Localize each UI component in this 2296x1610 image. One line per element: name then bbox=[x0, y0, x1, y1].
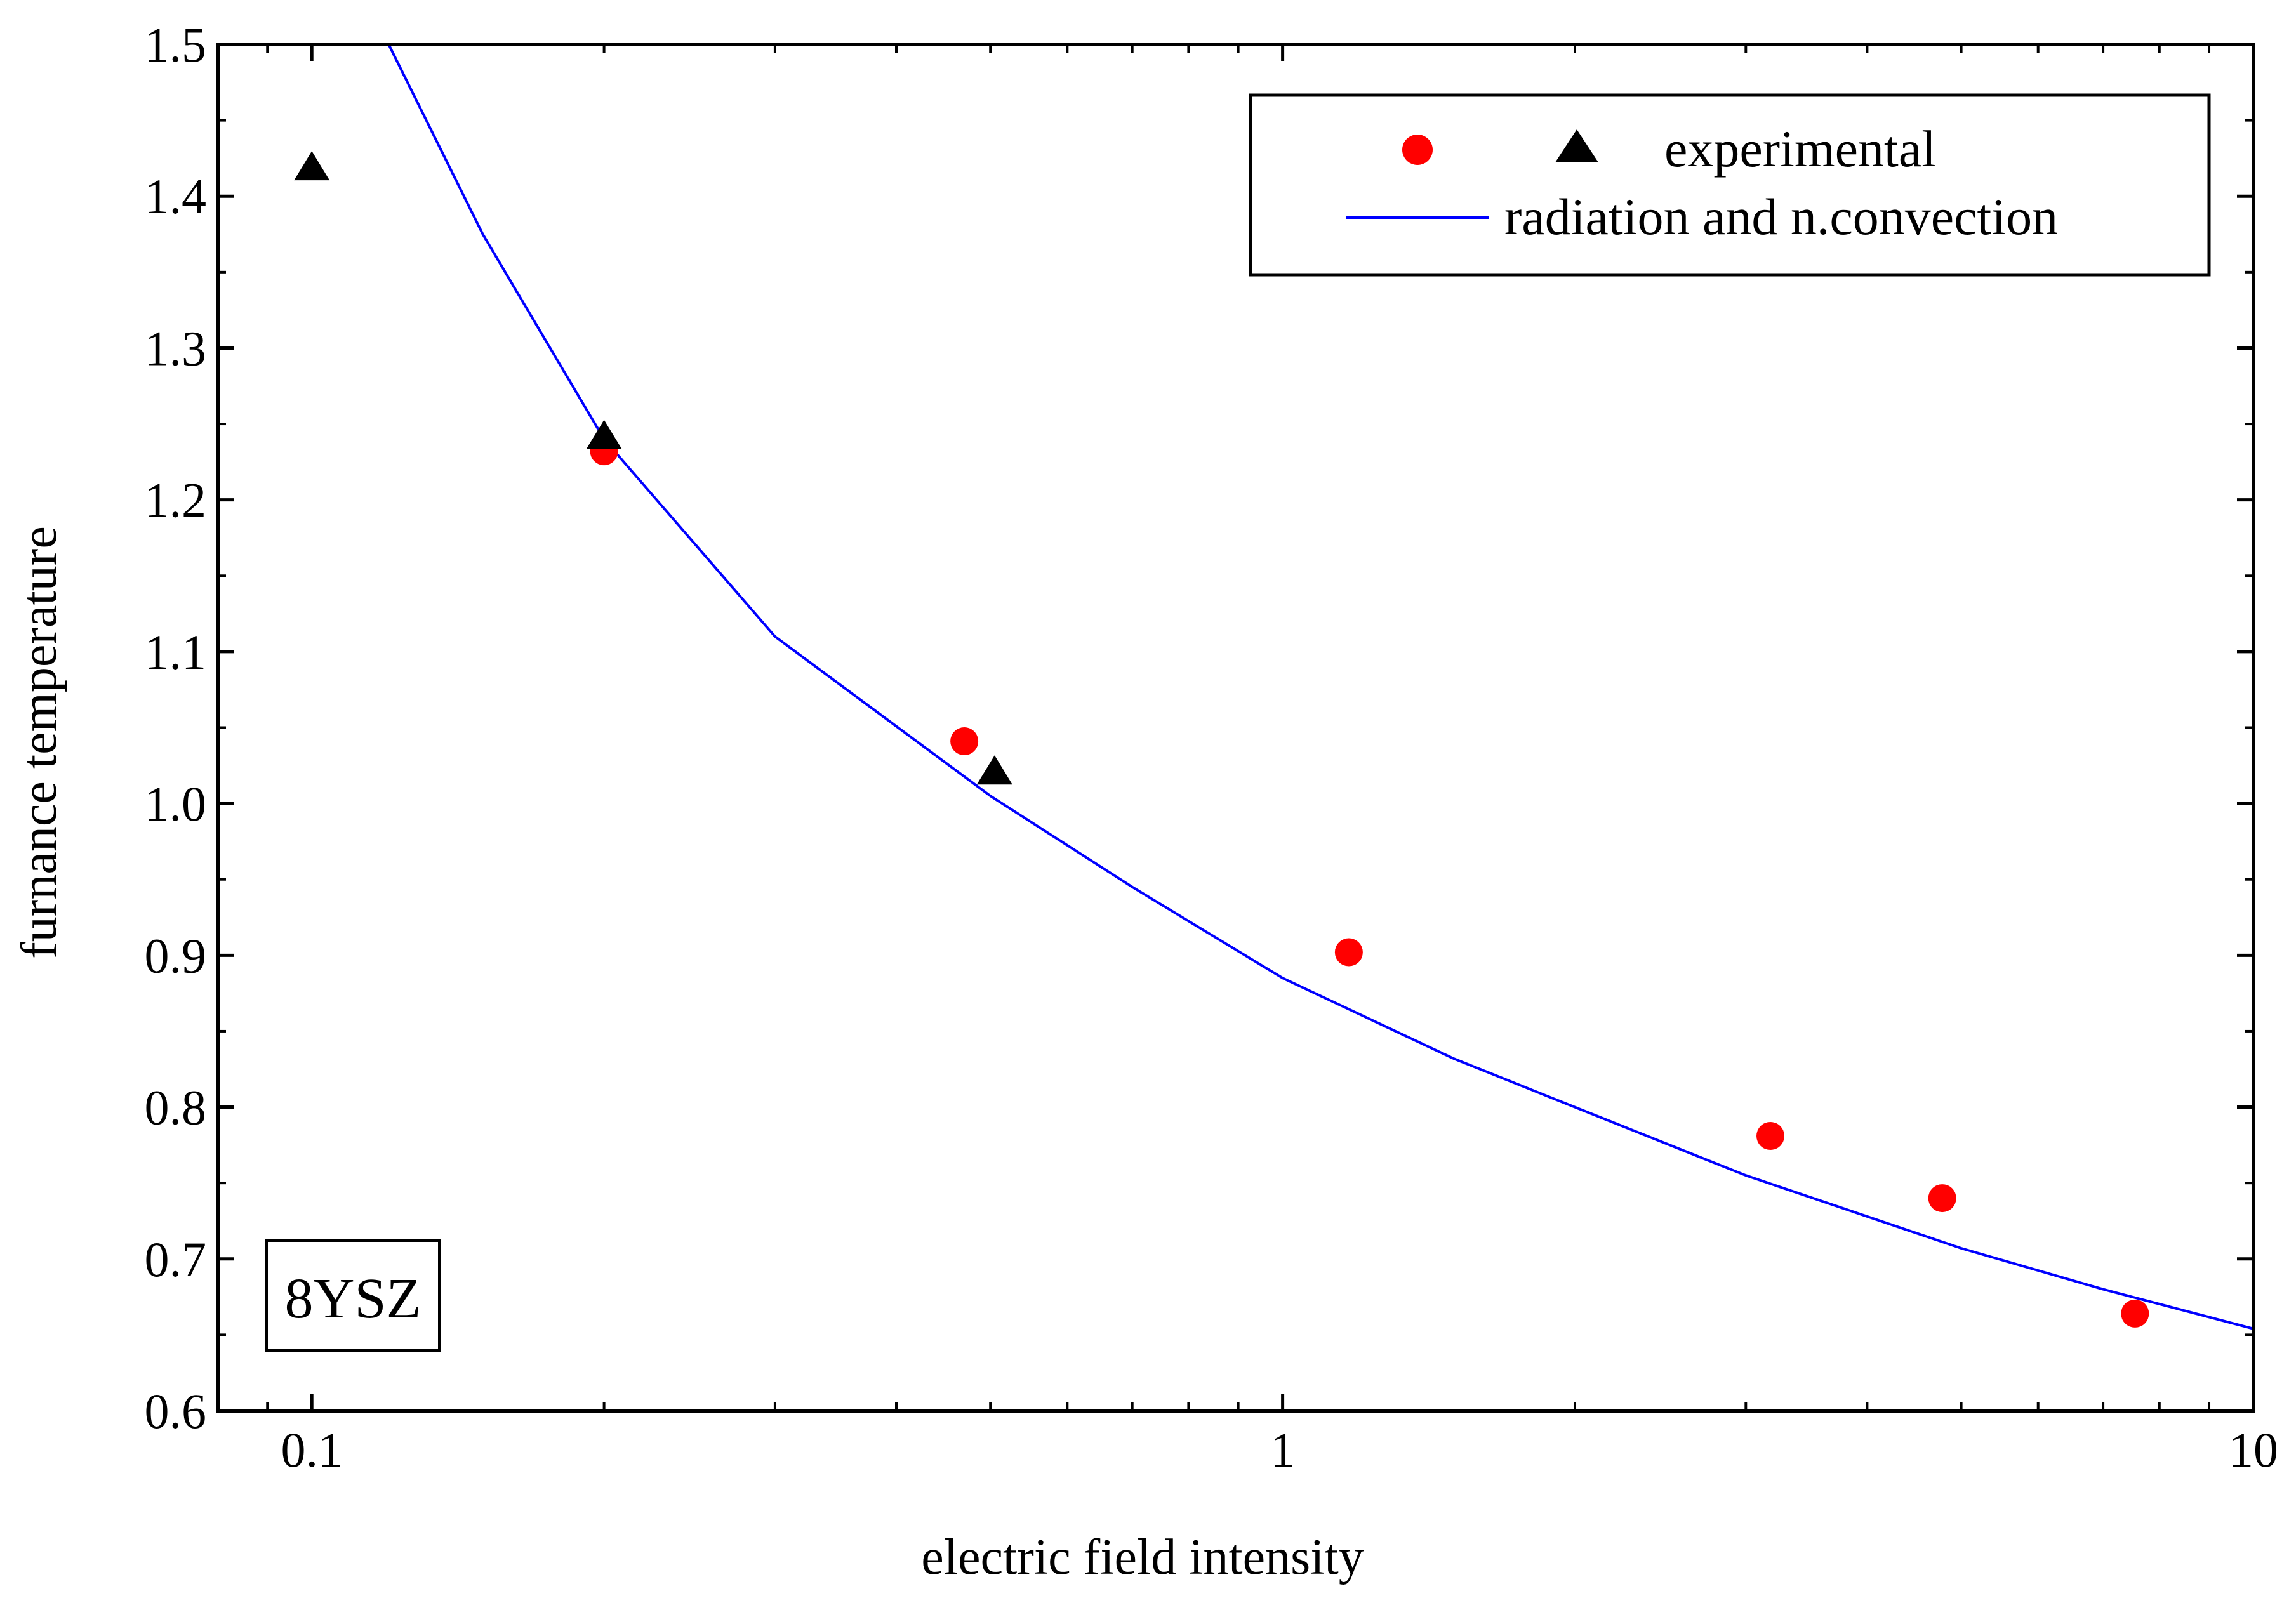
annotation-label: 8YSZ bbox=[284, 1267, 421, 1330]
data-points-layer bbox=[294, 151, 2149, 1328]
axis-ticks: 0.6 0.7 0.8 0.9 1.0 1.1 1.2 1.3 1.4 1.5 0.1 1 10 bbox=[145, 17, 2279, 1477]
y-tick-label: 0.8 bbox=[145, 1080, 207, 1135]
legend-label-experimental: experimental bbox=[1664, 120, 1936, 178]
data-point-triangle bbox=[294, 151, 330, 181]
legend-box bbox=[1249, 93, 2211, 277]
data-point-circle bbox=[2121, 1299, 2149, 1328]
y-tick-label: 1.5 bbox=[145, 17, 207, 72]
y-tick-label: 0.6 bbox=[145, 1383, 207, 1439]
y-tick-label: 1.2 bbox=[145, 473, 207, 528]
annotation-box bbox=[265, 1239, 441, 1352]
x-tick-label: 0.1 bbox=[281, 1422, 343, 1477]
y-tick-label: 1.3 bbox=[145, 320, 207, 376]
legend-circle-marker bbox=[1402, 135, 1433, 165]
y-tick-label: 0.7 bbox=[145, 1232, 207, 1287]
data-point-circle bbox=[1928, 1184, 1956, 1213]
y-tick-label: 1.0 bbox=[145, 776, 207, 831]
data-point-circle bbox=[1756, 1122, 1785, 1151]
x-axis-title: electric field intensity bbox=[921, 1529, 1364, 1585]
data-point-circle bbox=[950, 727, 979, 756]
legend-triangle-marker bbox=[1555, 129, 1598, 162]
data-point-triangle bbox=[586, 419, 622, 449]
x-tick-label: 1 bbox=[1270, 1422, 1295, 1477]
annotation-8ysz: 8YSZ bbox=[265, 1239, 441, 1352]
x-tick-label: 10 bbox=[2229, 1422, 2278, 1477]
data-point-circle bbox=[1334, 938, 1363, 967]
legend: experimental radiation and n.convection bbox=[1249, 93, 2211, 277]
data-point-triangle bbox=[976, 755, 1012, 785]
plot-frame bbox=[216, 43, 2255, 1413]
y-tick-label: 1.1 bbox=[145, 624, 207, 680]
y-tick-label: 0.9 bbox=[145, 928, 207, 983]
y-tick-label: 1.4 bbox=[145, 169, 207, 224]
legend-label-radiation: radiation and n.convection bbox=[1504, 188, 2058, 246]
y-axis-title: furnance temperature bbox=[11, 526, 67, 959]
